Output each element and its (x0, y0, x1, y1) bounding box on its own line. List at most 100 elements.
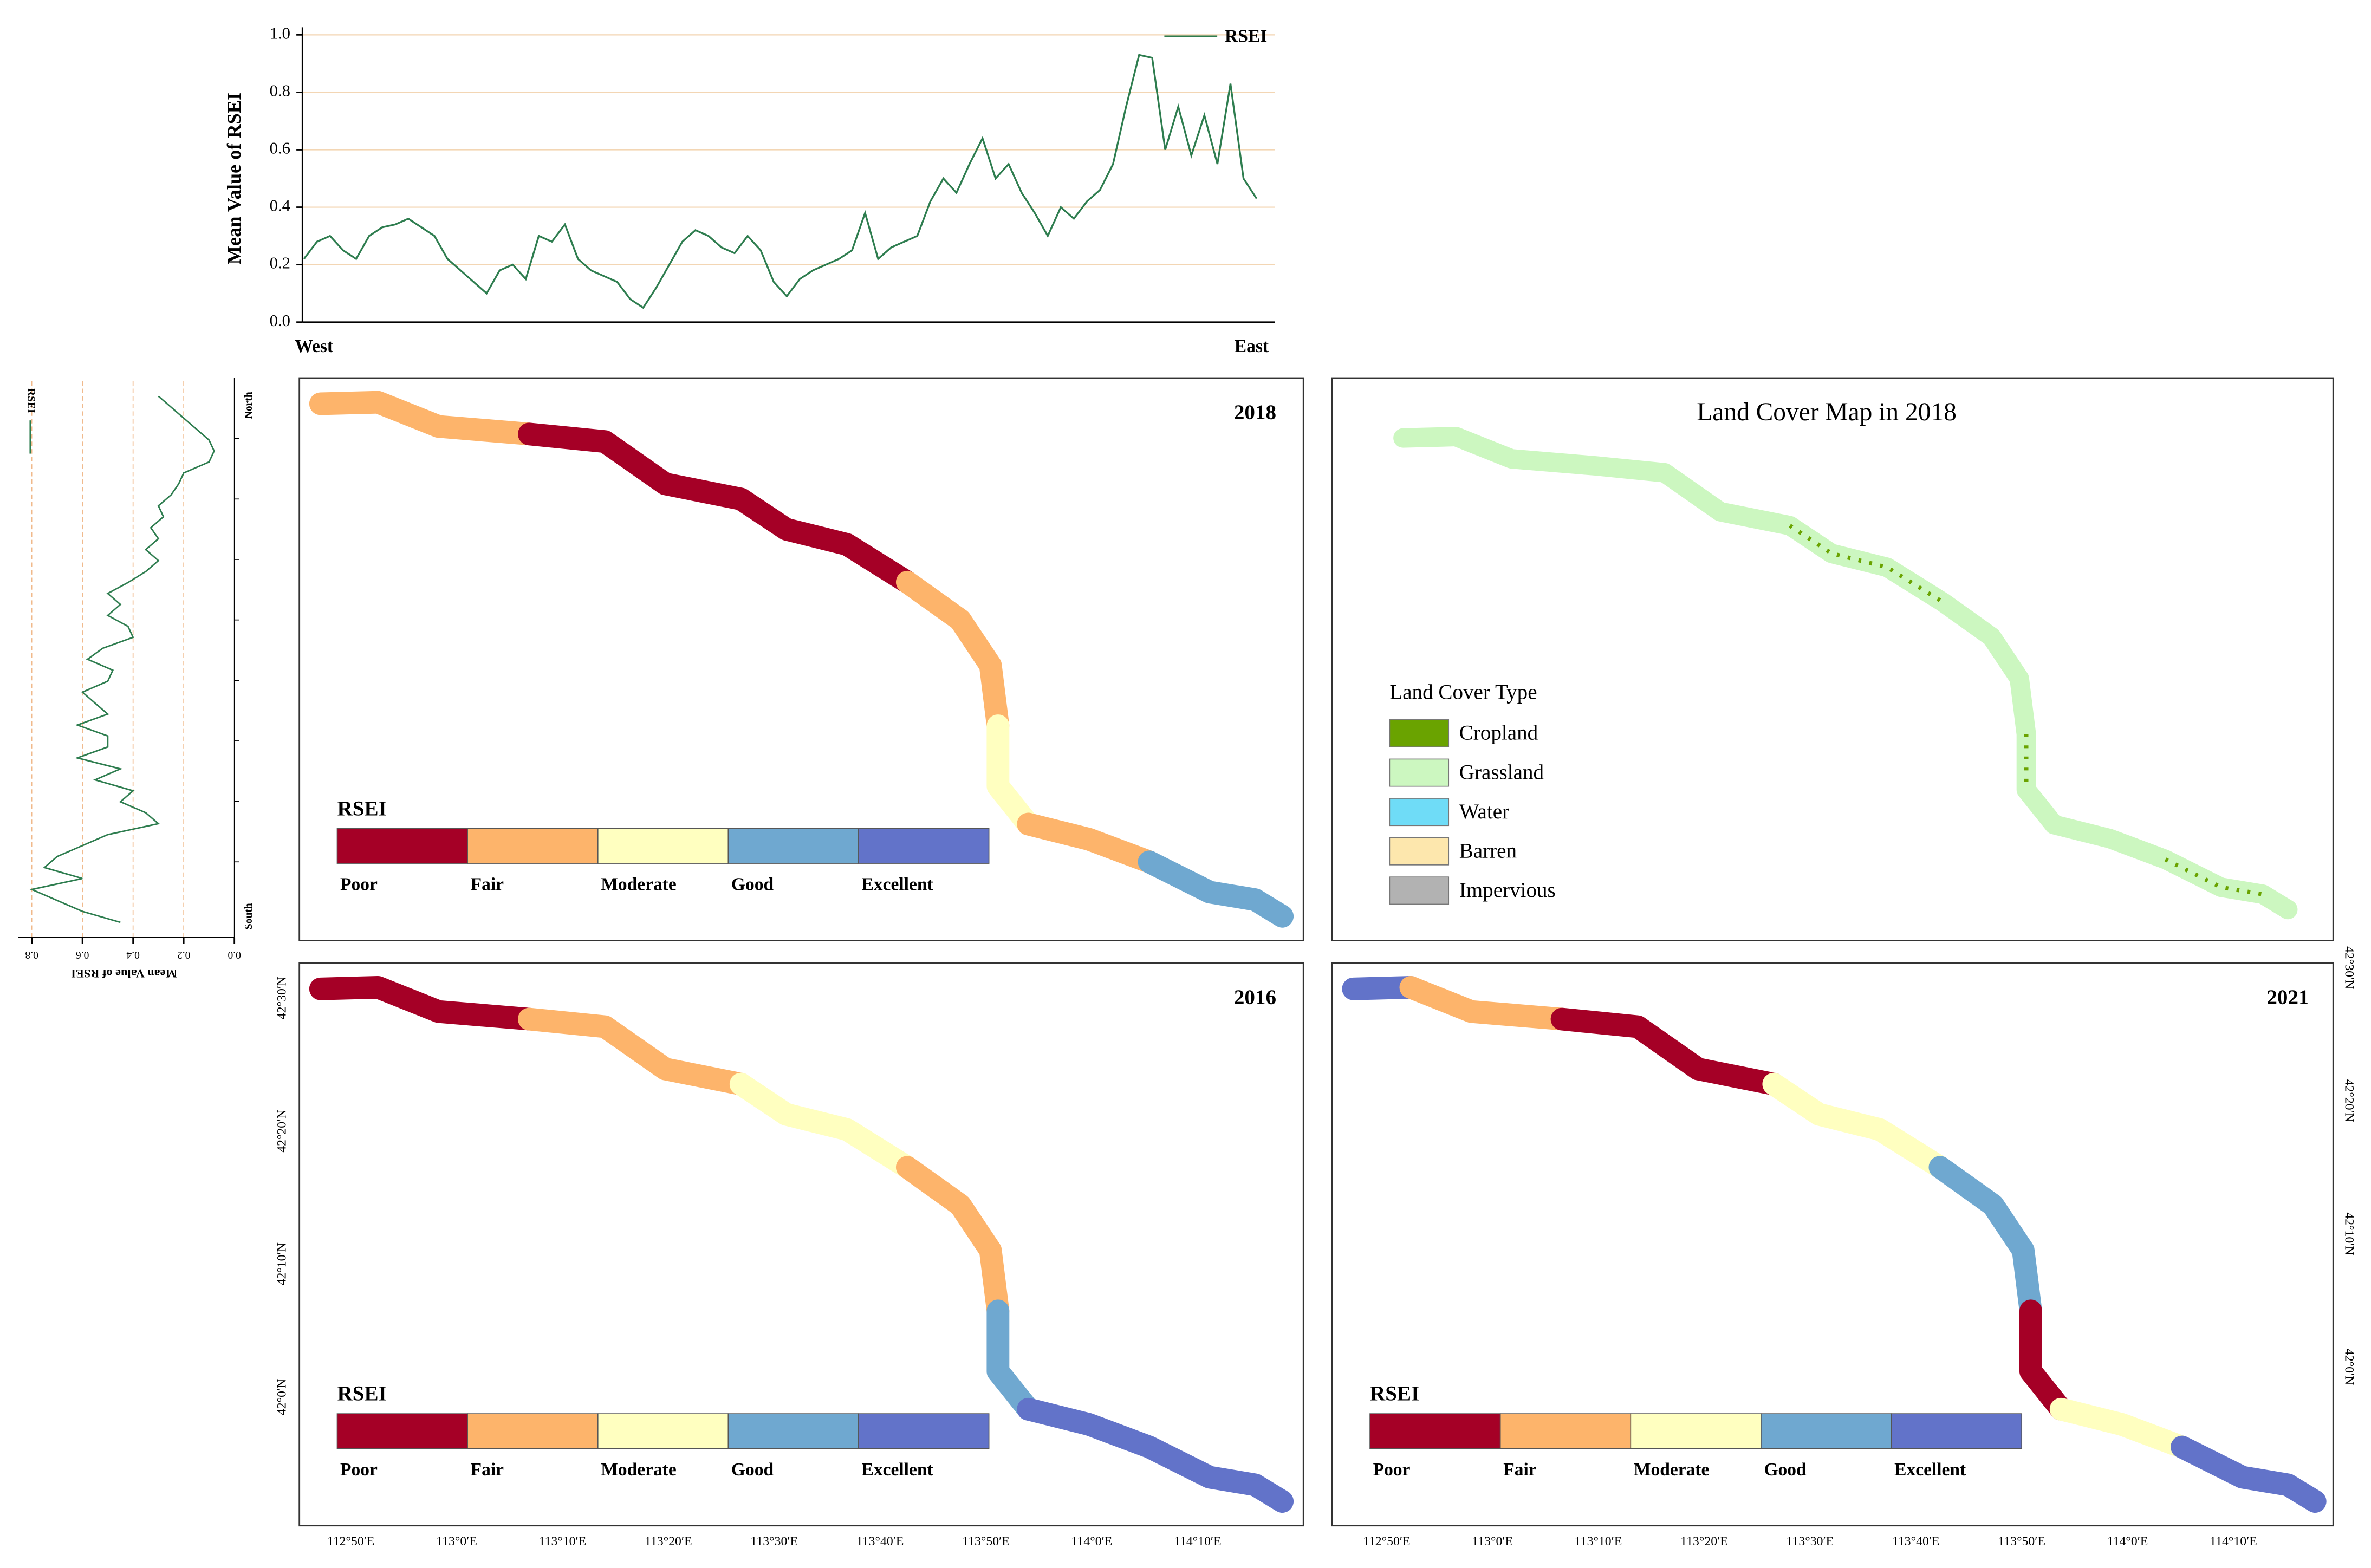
lon-label: 113°30′E (750, 1534, 798, 1549)
legend-label: Moderate (601, 875, 676, 895)
river-segment (1550, 1007, 1785, 1096)
legend-label: Poor (1373, 1460, 1411, 1480)
legend-label: Barren (1459, 839, 1517, 862)
lon-label: 113°0′E (436, 1534, 477, 1549)
y-tick-label: 0.6 (270, 139, 290, 158)
y-axis-label: Mean Value of RSEI (223, 93, 245, 264)
lat-label: 42°20′N (275, 1110, 289, 1153)
panel-title: 2021 (2266, 986, 2309, 1009)
lon-label: 113°0′E (1472, 1534, 1513, 1549)
lon-label: 114°0′E (1071, 1534, 1113, 1549)
legend-swatch (1499, 1413, 1632, 1449)
lon-label: 113°40′E (856, 1534, 904, 1549)
river-segment (309, 976, 541, 1031)
x-tick-label: East (1235, 336, 1269, 356)
cropland (2164, 857, 2263, 896)
lon-label: 113°20′E (645, 1534, 692, 1549)
river-segment (1399, 976, 1574, 1031)
lon-label: 113°10′E (539, 1534, 587, 1549)
legend-label: Good (1764, 1460, 1807, 1480)
panel-title: Land Cover Map in 2018 (1697, 398, 1957, 426)
panel-title: 2018 (1234, 401, 1276, 424)
legend-label: Fair (1503, 1460, 1536, 1480)
lon-label: 114°10′E (1174, 1534, 1222, 1549)
river-corridor (1393, 427, 2298, 920)
lon-label: 112°50′E (327, 1534, 375, 1549)
river-segment (1762, 1072, 1952, 1179)
y-tick-label: South (243, 903, 255, 929)
legend-swatch (336, 1413, 468, 1449)
river-segment (895, 570, 1010, 737)
legend-label: Moderate (601, 1460, 676, 1480)
legend-label: Moderate (1634, 1460, 1709, 1480)
lat-label: 42°0′N (275, 1379, 289, 1415)
river-segment (1928, 1156, 2042, 1323)
x-tick-label: 0.6 (76, 949, 89, 960)
legend-title: RSEI (337, 1382, 386, 1406)
legend-swatch (1389, 758, 1450, 787)
panel-frame (1331, 377, 2334, 941)
lon-label: 114°0′E (2107, 1534, 2148, 1549)
lon-label: 113°10′E (1575, 1534, 1622, 1549)
lon-label: 113°30′E (1787, 1534, 1834, 1549)
legend-swatch (1630, 1413, 1762, 1449)
lat-label: 42°10′N (2342, 1212, 2356, 1255)
legend-label: Good (731, 1460, 774, 1480)
legend-label: Fair (471, 875, 504, 895)
data-line (303, 54, 1258, 309)
x-tick-label: 0.8 (25, 949, 38, 960)
river-segment (2049, 1397, 2194, 1459)
x-tick-label: West (295, 336, 333, 356)
legend-title: RSEI (337, 797, 386, 820)
river-segment (729, 1072, 919, 1179)
map (309, 391, 1294, 928)
river-segment (895, 1156, 1010, 1323)
legend-title: RSEI (1370, 1382, 1419, 1406)
lon-label: 113°20′E (1680, 1534, 1728, 1549)
legend-label: Good (731, 875, 774, 895)
x-tick-label: 0.2 (177, 949, 190, 960)
legend-title: Land Cover Type (1389, 680, 1537, 704)
x-tick-label: 0.0 (228, 949, 241, 960)
river-segment (986, 1299, 1040, 1421)
x-tick-label: 0.4 (126, 949, 140, 960)
legend-swatch (467, 1413, 599, 1449)
legend-swatch (597, 1413, 729, 1449)
legend-swatch (1891, 1413, 2023, 1449)
map (1393, 427, 2298, 920)
y-tick-label: 0.0 (270, 311, 290, 330)
river-segment (1017, 812, 1161, 874)
legend-swatch (1761, 1413, 1892, 1449)
river-segment (518, 1007, 752, 1096)
lat-label: 42°20′N (2342, 1079, 2356, 1122)
river-segment (1017, 1397, 1294, 1513)
legend-label: Impervious (1459, 879, 1556, 902)
river-segment (1138, 850, 1294, 928)
panel-title: 2016 (1234, 986, 1276, 1009)
legend-swatch (1389, 798, 1450, 827)
legend-swatch (336, 828, 468, 864)
river-segment (986, 714, 1040, 836)
map (309, 976, 1294, 1513)
legend-label: Water (1459, 800, 1509, 823)
legend-swatch (597, 828, 729, 864)
lon-label: 113°50′E (1998, 1534, 2045, 1549)
lat-label: 42°10′N (275, 1242, 289, 1285)
y-tick-label: 1.0 (270, 24, 290, 42)
y-tick-label: North (243, 392, 255, 419)
legend-swatch (1369, 1413, 1501, 1449)
river-segment (2171, 1435, 2327, 1513)
lon-label: 114°10′E (2210, 1534, 2257, 1549)
legend-swatch (858, 828, 990, 864)
legend-swatch (1389, 876, 1450, 905)
panel-frame (298, 377, 1304, 941)
x-axis-label: Mean Value of RSEI (71, 967, 177, 980)
legend-label: Grassland (1459, 760, 1544, 784)
y-tick-label: 0.8 (270, 81, 290, 100)
legend-swatch (1389, 719, 1450, 747)
lon-label: 113°40′E (1892, 1534, 1940, 1549)
panel-frame (1331, 962, 2334, 1527)
river-segment (309, 391, 541, 446)
lon-label: 113°50′E (962, 1534, 1010, 1549)
